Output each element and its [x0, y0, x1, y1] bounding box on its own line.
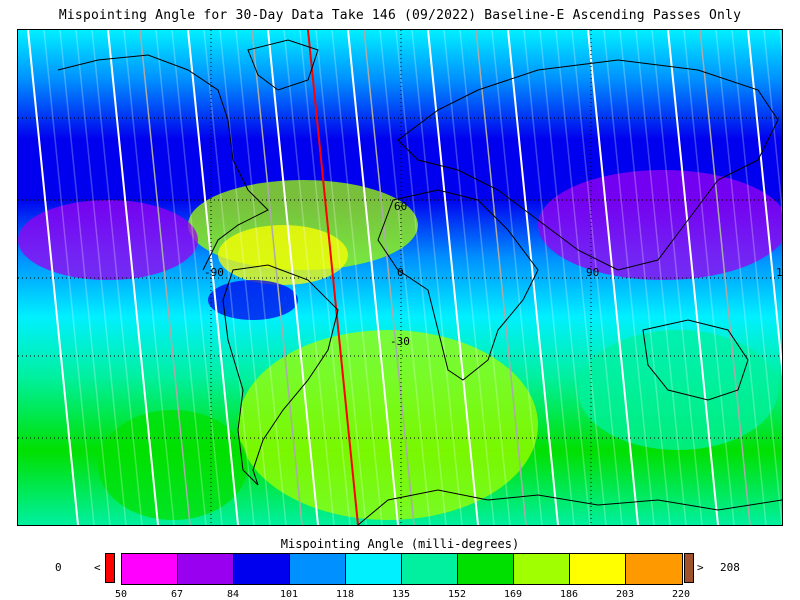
antarctica-coast — [357, 489, 782, 525]
legend-swatch-0 — [122, 554, 178, 584]
orbit-stripe — [731, 30, 782, 525]
orbit-stripe — [603, 30, 655, 525]
africa-coast — [377, 189, 539, 381]
orbit-stripe — [379, 30, 431, 525]
color-scale-bar — [121, 553, 683, 585]
australia-coast — [642, 319, 749, 401]
legend-tick-label: 67 — [170, 589, 184, 600]
orbit-stripe — [187, 30, 239, 525]
out-of-range-track — [307, 30, 359, 525]
legend-tick-label: 169 — [503, 589, 523, 600]
orbit-stripe — [747, 30, 782, 377]
legend-swatch-7 — [514, 554, 570, 584]
europe-asia-coast — [397, 59, 779, 271]
under-range-count: 0 — [55, 561, 62, 574]
orbit-stripe — [107, 30, 159, 525]
orbit-stripe — [699, 30, 751, 525]
legend-swatch-2 — [234, 554, 290, 584]
orbit-stripe — [523, 30, 575, 525]
legend-tick-label: 101 — [279, 589, 299, 600]
orbit-stripe — [27, 30, 79, 525]
south-america-coast — [222, 264, 339, 486]
orbit-stripe — [395, 30, 447, 525]
orbit-stripe — [267, 30, 319, 525]
legend-tick-label: 84 — [226, 589, 240, 600]
lon-label-0: 0 — [397, 266, 404, 279]
orbit-stripe — [683, 30, 735, 525]
orbit-stripe — [251, 30, 303, 525]
legend-title: Mispointing Angle (milli-degrees) — [280, 537, 520, 551]
orbit-stripe — [155, 30, 207, 525]
orbit-stripes — [27, 30, 782, 525]
orbit-stripe — [363, 30, 415, 525]
orbit-stripe — [763, 30, 782, 216]
value-region — [218, 225, 348, 285]
over-range-count: 208 — [720, 561, 740, 574]
orbit-stripe — [667, 30, 719, 525]
under-range-swatch — [105, 553, 115, 583]
value-region — [18, 200, 198, 280]
greenland-coast — [247, 39, 319, 91]
orbit-stripe — [715, 30, 767, 525]
graticule — [18, 30, 782, 525]
legend-tick-label: 135 — [391, 589, 411, 600]
orbit-stripe — [587, 30, 639, 525]
legend-tick-label: 152 — [447, 589, 467, 600]
orbit-stripe — [651, 30, 703, 525]
orbit-stripe — [123, 30, 175, 525]
over-range-arrow: > — [697, 561, 704, 574]
value-region — [208, 280, 298, 320]
orbit-stripe — [347, 30, 399, 525]
orbit-stripe — [459, 30, 511, 525]
orbit-stripe — [171, 30, 223, 525]
mispointing-map — [18, 30, 782, 525]
legend-tick-label: 50 — [114, 589, 128, 600]
orbit-stripe — [235, 30, 287, 525]
orbit-stripe — [43, 30, 95, 525]
orbit-stripe — [75, 30, 127, 525]
orbit-stripe — [283, 30, 335, 525]
lon-label-90: 90 — [586, 266, 600, 279]
lat-label-60: 60 — [394, 200, 408, 213]
coastlines — [57, 39, 782, 525]
orbit-stripe — [203, 30, 255, 525]
legend-swatch-8 — [570, 554, 626, 584]
lon-label-m90: -90 — [204, 266, 224, 279]
orbit-stripe — [619, 30, 671, 525]
lat-label-m30: -30 — [390, 335, 410, 348]
orbit-stripe — [299, 30, 351, 525]
orbit-stripe — [571, 30, 623, 525]
legend-swatch-6 — [458, 554, 514, 584]
orbit-stripe — [427, 30, 479, 525]
legend-tick-label: 203 — [615, 589, 635, 600]
map-title: Mispointing Angle for 30-Day Data Take 1… — [58, 8, 742, 23]
orbit-stripe — [139, 30, 191, 525]
legend-swatch-3 — [290, 554, 346, 584]
legend-swatch-4 — [346, 554, 402, 584]
orbit-stripe — [59, 30, 111, 525]
orbit-stripe — [555, 30, 607, 525]
value-region — [538, 170, 782, 280]
legend-swatch-9 — [626, 554, 682, 584]
legend-tick-label: 118 — [335, 589, 355, 600]
legend-tick-label: 186 — [559, 589, 579, 600]
orbit-stripe — [475, 30, 527, 525]
legend-tick-label: 220 — [671, 589, 691, 600]
orbit-stripe — [411, 30, 463, 525]
orbit-stripe — [507, 30, 559, 525]
north-america-coast — [57, 54, 269, 271]
orbit-stripe — [443, 30, 495, 525]
legend-swatch-1 — [178, 554, 234, 584]
map-panel: 60 -90 0 90 180 -30 — [17, 29, 783, 526]
lon-label-180: 180 — [776, 266, 783, 279]
over-range-swatch — [684, 553, 694, 583]
under-range-arrow: < — [94, 561, 101, 574]
legend-swatch-5 — [402, 554, 458, 584]
orbit-stripe — [491, 30, 543, 525]
orbit-stripe — [91, 30, 143, 525]
orbit-stripe — [315, 30, 367, 525]
orbit-stripe — [635, 30, 687, 525]
orbit-stripe — [331, 30, 383, 525]
orbit-stripe — [539, 30, 591, 525]
